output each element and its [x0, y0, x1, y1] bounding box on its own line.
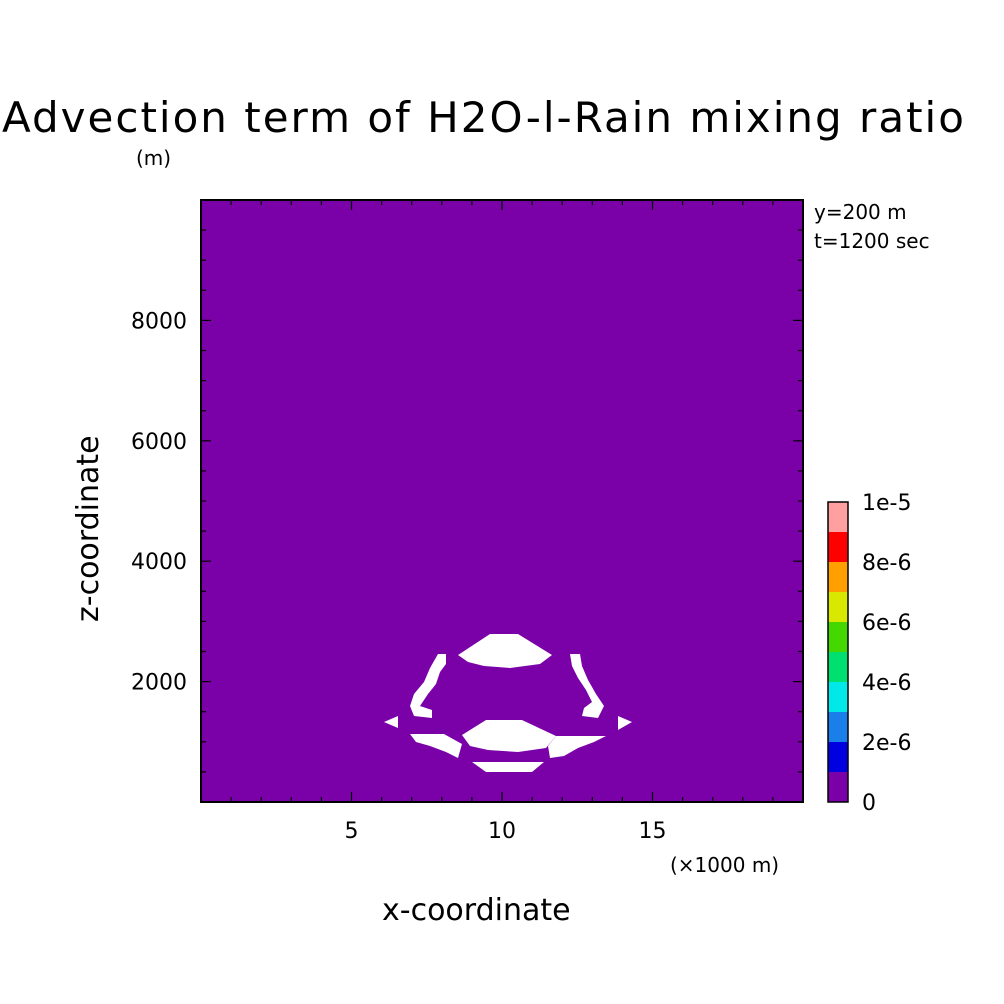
white-patch-middle: [462, 720, 556, 752]
chart-title: Advection term of H2O-l-Rain mixing rati…: [2, 93, 966, 142]
y-tick-label: 2000: [131, 671, 187, 696]
colorbar-segment: [828, 742, 848, 772]
white-patch-right-tip: [618, 716, 632, 730]
x-tick-label: 10: [488, 819, 516, 844]
white-patch-right-arc: [570, 654, 604, 718]
colorbar-segment: [828, 532, 848, 562]
x-axis-label: x-coordinate: [382, 893, 571, 928]
colorbar-frame: [827, 501, 849, 803]
x-tick-labels: 5 10 15: [345, 819, 667, 844]
plot-background: [201, 200, 803, 802]
colorbar-tick-label: 4e-6: [862, 671, 911, 696]
white-patch-left-lower: [410, 734, 462, 758]
colorbar-segment: [828, 562, 848, 592]
y-tick-label: 8000: [131, 309, 187, 334]
colorbar-tick-label: 2e-6: [862, 731, 911, 756]
colorbar: 0 2e-6 4e-6 6e-6 8e-6 1e-5: [827, 491, 911, 816]
axis-ticks: [201, 200, 803, 802]
white-patches: [384, 634, 632, 772]
colorbar-tick-label: 8e-6: [862, 551, 911, 576]
colorbar-segment: [828, 772, 848, 802]
info-line-t: t=1200 sec: [814, 229, 930, 253]
y-axis-label: z-coordinate: [71, 435, 106, 622]
y-tick-labels: 2000 4000 6000 8000: [131, 309, 187, 695]
white-patch-left-tip: [384, 716, 398, 728]
white-patch-lower: [472, 762, 544, 772]
y-tick-label: 4000: [131, 550, 187, 575]
white-patch-left-arc: [410, 654, 446, 718]
colorbar-segment: [828, 712, 848, 742]
white-patch-right-lower: [548, 736, 606, 758]
info-line-y: y=200 m: [814, 200, 907, 224]
white-patch-top: [458, 634, 552, 668]
colorbar-segment: [828, 682, 848, 712]
colorbar-tick-label: 0: [862, 791, 876, 816]
colorbar-segment: [828, 622, 848, 652]
colorbar-tick-label: 6e-6: [862, 611, 911, 636]
plot-area: 5 10 15 2000 4000 6000 8000: [131, 199, 804, 844]
y-tick-label: 6000: [131, 430, 187, 455]
x-tick-label: 5: [345, 819, 359, 844]
x-axis-unit: (×1000 m): [670, 853, 779, 877]
title-unit: (m): [136, 146, 171, 170]
colorbar-segment: [828, 652, 848, 682]
colorbar-tick-label: 1e-5: [862, 491, 911, 516]
x-tick-label: 15: [639, 819, 667, 844]
colorbar-segment: [828, 502, 848, 532]
colorbar-segment: [828, 592, 848, 622]
